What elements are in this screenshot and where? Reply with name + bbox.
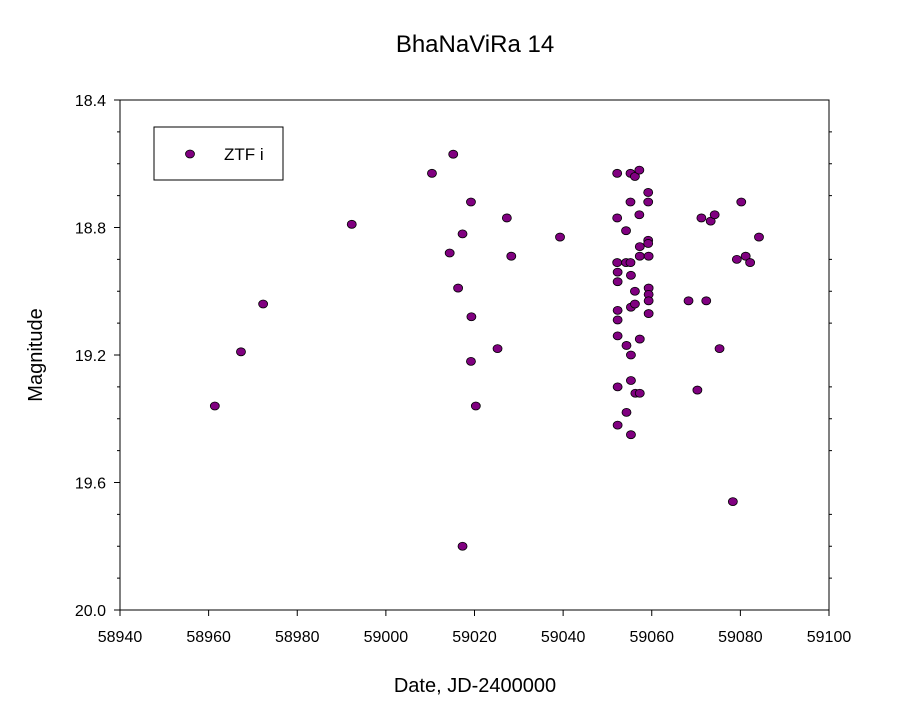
data-point	[709, 210, 720, 220]
data-point	[453, 283, 464, 293]
data-point	[643, 309, 654, 318]
data-point	[727, 497, 738, 507]
legend: ZTF i	[153, 126, 284, 181]
legend-box	[153, 126, 284, 181]
data-point	[731, 254, 742, 264]
y-minor-ticks	[117, 131, 832, 579]
y-axis-label: Magnitude	[25, 308, 47, 401]
data-point	[625, 197, 636, 207]
x-tick-label: 59100	[807, 629, 852, 646]
data-point	[612, 258, 623, 267]
x-tick-label: 59060	[630, 629, 675, 646]
data-point	[427, 168, 437, 178]
data-point	[466, 312, 477, 322]
x-tick-label: 59040	[541, 629, 586, 646]
data-point	[621, 226, 631, 236]
data-point	[696, 213, 707, 223]
data-point	[626, 270, 636, 280]
y-tick-label: 19.2	[75, 348, 106, 365]
data-point	[621, 407, 632, 417]
y-tick-label: 18.8	[75, 221, 106, 238]
data-point	[444, 248, 455, 258]
data-point	[683, 296, 694, 306]
y-tick-label: 19.6	[75, 476, 106, 493]
data-point	[625, 258, 636, 267]
data-point	[626, 350, 636, 360]
data-point	[236, 347, 246, 357]
data-point	[612, 315, 623, 325]
data-point	[736, 197, 747, 207]
data-point	[612, 277, 623, 287]
data-point	[643, 197, 654, 207]
y-tick-label: 20.0	[75, 603, 106, 620]
chart-title: BhaNaViRa 14	[396, 31, 554, 58]
data-points	[209, 149, 764, 551]
legend-marker	[185, 149, 195, 159]
data-point	[630, 286, 640, 296]
y-axis-ticks: 18.4 18.8 19.2 19.6 20.0	[75, 93, 120, 620]
x-tick-label: 59080	[718, 629, 763, 646]
data-point	[209, 401, 220, 411]
data-point	[630, 299, 640, 309]
data-point	[634, 210, 645, 220]
data-point	[692, 385, 703, 395]
data-point	[466, 356, 476, 366]
x-tick-label: 58940	[98, 629, 143, 646]
data-point	[740, 251, 751, 261]
data-point	[457, 229, 468, 239]
x-tick-label: 59020	[452, 629, 497, 646]
data-point	[630, 172, 640, 181]
x-tick-label: 59000	[364, 629, 409, 646]
data-point	[626, 376, 636, 385]
x-axis-label: Date, JD-2400000	[394, 675, 556, 697]
data-point	[754, 232, 764, 242]
x-axis-ticks: 58940 58960 58980 59000 59020 59040 59060 59080…	[98, 610, 852, 646]
data-point	[634, 165, 645, 175]
x-tick-label: 58960	[186, 629, 231, 646]
data-point	[714, 344, 725, 354]
data-point	[612, 267, 623, 277]
data-point	[612, 420, 623, 430]
data-point	[643, 188, 654, 197]
data-point	[506, 251, 517, 261]
data-point	[555, 232, 565, 242]
data-point	[457, 541, 468, 551]
data-point	[626, 430, 636, 440]
data-point	[745, 258, 756, 267]
data-point	[634, 251, 645, 261]
data-point	[643, 251, 654, 261]
data-point	[466, 197, 476, 207]
data-point	[346, 219, 357, 229]
y-tick-label: 18.4	[75, 93, 106, 110]
x-tick-label: 58980	[275, 629, 320, 646]
data-point	[643, 296, 654, 306]
data-point	[612, 331, 623, 341]
data-point	[470, 401, 481, 411]
data-point	[701, 296, 712, 306]
data-point	[492, 344, 503, 354]
data-point	[634, 334, 645, 344]
data-point	[621, 341, 632, 350]
data-point	[612, 213, 623, 223]
data-point	[448, 149, 459, 159]
data-point	[501, 213, 512, 223]
data-point	[634, 242, 645, 252]
data-point	[634, 388, 645, 398]
data-point	[612, 382, 623, 392]
data-point	[258, 299, 269, 309]
data-point	[643, 239, 654, 248]
data-point	[612, 168, 623, 178]
data-point	[612, 305, 623, 315]
legend-label: ZTF i	[224, 145, 264, 164]
